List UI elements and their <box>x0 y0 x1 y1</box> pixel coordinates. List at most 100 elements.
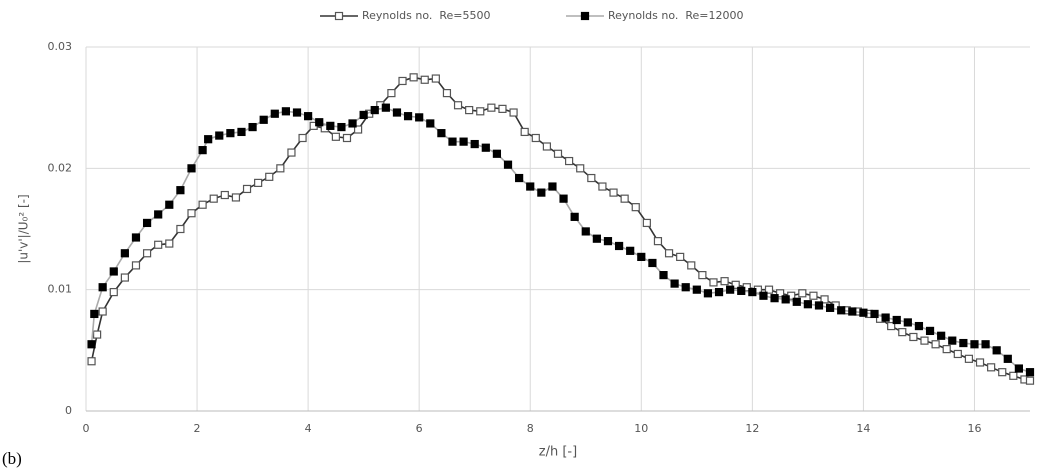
data-point <box>165 239 174 248</box>
data-point <box>642 218 651 228</box>
data-point <box>709 278 718 287</box>
x-tick-label: 0 <box>83 422 90 435</box>
data-point <box>98 307 107 316</box>
data-point <box>998 368 1007 377</box>
data-point <box>581 227 590 236</box>
data-point <box>992 346 1001 355</box>
data-point <box>770 294 779 303</box>
data-point <box>798 289 807 298</box>
data-point <box>198 146 207 155</box>
data-point <box>242 184 252 194</box>
data-point <box>548 182 557 191</box>
data-point <box>176 224 185 234</box>
data-point <box>598 182 607 191</box>
data-point <box>487 103 496 112</box>
data-point <box>526 182 535 191</box>
data-point <box>881 313 890 322</box>
data-point <box>903 318 912 327</box>
data-point <box>359 110 368 120</box>
data-point <box>503 160 513 169</box>
data-point <box>748 287 757 297</box>
data-point <box>809 291 818 300</box>
y-tick-label: 0.02 <box>48 161 73 174</box>
data-point <box>614 241 624 251</box>
data-point <box>476 107 485 116</box>
data-point <box>342 133 352 143</box>
data-point <box>448 137 457 146</box>
data-point <box>1003 354 1012 363</box>
series-line <box>90 106 1031 373</box>
data-point <box>392 108 402 117</box>
data-point <box>898 328 907 337</box>
data-point <box>953 349 962 359</box>
data-point <box>914 321 924 331</box>
data-point <box>737 286 746 295</box>
data-point <box>731 280 740 289</box>
data-point <box>370 105 379 115</box>
data-point <box>304 112 313 121</box>
data-point <box>1025 376 1035 385</box>
data-point <box>326 121 335 130</box>
data-point <box>109 287 118 297</box>
y-axis-label: |u'v'|/U₀² [-] <box>17 194 31 263</box>
data-point <box>187 209 196 218</box>
data-point <box>226 129 235 138</box>
data-point <box>1009 371 1018 380</box>
data-point <box>154 210 163 219</box>
data-point <box>592 234 601 243</box>
x-tick-label: 8 <box>527 422 534 435</box>
data-point <box>887 321 896 331</box>
data-point <box>825 303 835 312</box>
data-point <box>281 107 291 116</box>
data-point <box>1014 364 1023 373</box>
data-point <box>870 309 879 319</box>
x-tick-label: 12 <box>745 422 759 435</box>
data-point <box>981 340 990 349</box>
data-point <box>520 127 529 137</box>
data-point <box>337 122 346 132</box>
data-point <box>565 156 574 166</box>
data-point <box>231 193 241 202</box>
data-point <box>204 135 213 144</box>
data-point <box>764 285 774 294</box>
y-tick-label: 0.03 <box>48 40 73 53</box>
data-point <box>692 285 701 294</box>
data-point <box>437 129 446 138</box>
y-tick-label: 0 <box>65 404 72 417</box>
data-point <box>681 283 690 292</box>
data-point <box>298 133 307 143</box>
data-point <box>948 336 957 345</box>
data-point <box>87 357 96 366</box>
data-point <box>470 139 479 149</box>
data-point <box>131 233 141 242</box>
data-point <box>631 203 640 212</box>
legend-label: Reynolds no. Re=12000 <box>608 9 744 22</box>
data-point <box>676 252 685 262</box>
x-tick-label: 6 <box>416 422 423 435</box>
data-point <box>142 218 152 228</box>
data-point <box>603 237 613 246</box>
data-point <box>90 309 99 319</box>
data-point <box>687 261 696 270</box>
x-tick-label: 10 <box>634 422 648 435</box>
data-point <box>925 326 935 336</box>
data-point <box>698 271 707 280</box>
data-point <box>154 240 163 249</box>
data-point <box>759 291 768 300</box>
panel-label: (b) <box>2 449 22 468</box>
data-point <box>542 142 551 151</box>
data-point <box>254 178 263 187</box>
legend-label: Reynolds no. Re=5500 <box>362 9 491 22</box>
data-point <box>637 252 646 262</box>
data-point <box>776 289 785 298</box>
data-point <box>93 330 102 339</box>
data-point <box>781 295 790 304</box>
data-point <box>481 143 490 152</box>
data-point <box>670 279 679 288</box>
data-point <box>198 200 207 209</box>
data-point <box>292 108 302 117</box>
data-point <box>442 89 452 98</box>
data-point <box>120 249 129 258</box>
legend-marker <box>580 11 590 21</box>
data-point <box>492 149 502 158</box>
